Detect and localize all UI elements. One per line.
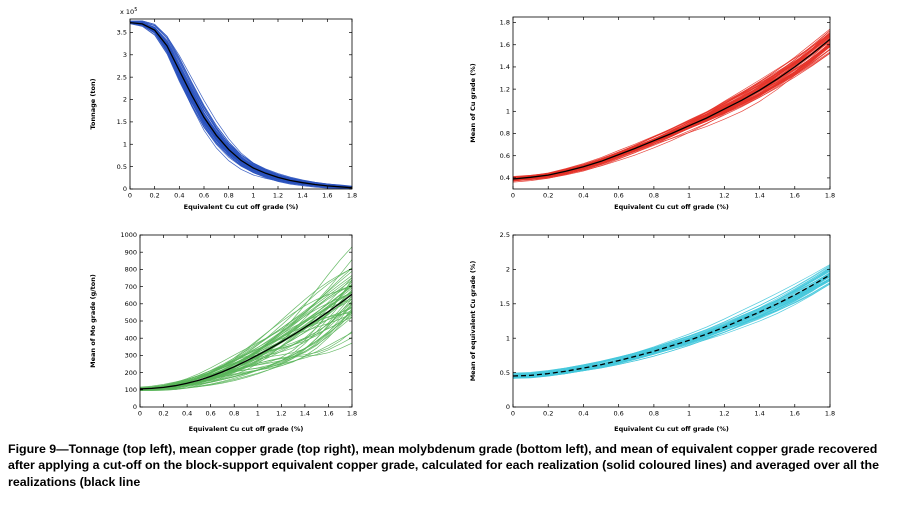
svg-text:1.8: 1.8 xyxy=(500,19,510,27)
svg-text:1: 1 xyxy=(506,108,510,116)
svg-text:0: 0 xyxy=(511,410,515,418)
svg-text:1: 1 xyxy=(506,334,510,342)
svg-text:Mean of Mo grade (g/ton): Mean of Mo grade (g/ton) xyxy=(89,274,97,368)
svg-text:1: 1 xyxy=(256,410,260,418)
svg-text:0.4: 0.4 xyxy=(500,174,510,182)
svg-text:0.5: 0.5 xyxy=(117,163,127,171)
svg-text:x 105: x 105 xyxy=(120,7,137,16)
svg-text:1.4: 1.4 xyxy=(754,192,764,200)
svg-text:Mean of equivalent Cu grade (%: Mean of equivalent Cu grade (%) xyxy=(469,261,477,382)
svg-text:0: 0 xyxy=(133,403,137,411)
svg-text:1.2: 1.2 xyxy=(719,410,729,418)
svg-text:0.6: 0.6 xyxy=(613,192,623,200)
svg-text:900: 900 xyxy=(125,248,137,256)
svg-text:1.4: 1.4 xyxy=(500,63,510,71)
svg-text:1.6: 1.6 xyxy=(500,41,510,49)
svg-text:0.8: 0.8 xyxy=(500,130,510,138)
svg-text:700: 700 xyxy=(125,283,137,291)
svg-text:1.5: 1.5 xyxy=(117,118,127,126)
svg-text:300: 300 xyxy=(125,352,137,360)
svg-text:0.6: 0.6 xyxy=(199,192,209,200)
svg-text:1000: 1000 xyxy=(120,231,137,239)
svg-text:1.8: 1.8 xyxy=(825,192,835,200)
svg-text:800: 800 xyxy=(125,266,137,274)
svg-text:0.5: 0.5 xyxy=(500,369,510,377)
svg-text:0.2: 0.2 xyxy=(158,410,168,418)
svg-text:1.8: 1.8 xyxy=(347,192,357,200)
svg-text:0.4: 0.4 xyxy=(578,192,588,200)
svg-text:500: 500 xyxy=(125,317,137,325)
svg-text:1.8: 1.8 xyxy=(347,410,357,418)
svg-text:600: 600 xyxy=(125,300,137,308)
svg-text:0.6: 0.6 xyxy=(205,410,215,418)
svg-text:3.5: 3.5 xyxy=(117,29,127,37)
tonnage-chart-svg: 0 0.2 0.4 0.6 0.8 1 1.2 1.4 1.6 1.8 0 0.5 1 1.5 2 2.5 3 3… xyxy=(89,7,357,211)
svg-text:Equivalent Cu cut off grade (%: Equivalent Cu cut off grade (%) xyxy=(184,203,299,211)
svg-text:1.6: 1.6 xyxy=(790,410,800,418)
svg-text:2.5: 2.5 xyxy=(500,231,510,239)
svg-text:1: 1 xyxy=(123,140,127,148)
svg-text:0: 0 xyxy=(123,185,127,193)
svg-text:1.2: 1.2 xyxy=(719,192,729,200)
svg-text:0.4: 0.4 xyxy=(578,410,588,418)
svg-text:100: 100 xyxy=(125,386,137,394)
svg-text:0: 0 xyxy=(511,192,515,200)
svg-text:400: 400 xyxy=(125,334,137,342)
svg-text:Equivalent Cu cut off grade (%: Equivalent Cu cut off grade (%) xyxy=(614,203,729,211)
cu-grade-chart-svg: 0 0.2 0.4 0.6 0.8 1 1.2 1.4 1.6 1.8 0.4 0.6 0.8 1 1.2 1… xyxy=(469,16,835,211)
svg-text:1.4: 1.4 xyxy=(300,410,310,418)
svg-text:1.5: 1.5 xyxy=(500,300,510,308)
svg-text:1.4: 1.4 xyxy=(754,410,764,418)
chart-cu-grade: 0 0.2 0.4 0.6 0.8 1 1.2 1.4 1.6 1.8 0.4 0.6 0.8 1 1.2 1… xyxy=(465,3,850,220)
mo-grade-chart-svg: 0 0.2 0.4 0.6 0.8 1 1.2 1.4 1.6 1.8 0 100 200 300 400 5… xyxy=(89,231,357,433)
svg-text:0.4: 0.4 xyxy=(174,192,184,200)
svg-text:0.2: 0.2 xyxy=(543,192,553,200)
svg-text:1.2: 1.2 xyxy=(276,410,286,418)
svg-text:Mean of Cu grade (%): Mean of Cu grade (%) xyxy=(469,63,477,142)
svg-text:2: 2 xyxy=(123,96,127,104)
svg-text:2.5: 2.5 xyxy=(117,73,127,81)
chart-equiv-cu-grade: 0 0.2 0.4 0.6 0.8 1 1.2 1.4 1.6 1.8 0 0.5 1 1.5 2 2.5 Eq… xyxy=(465,225,850,442)
svg-text:0.8: 0.8 xyxy=(649,192,659,200)
svg-text:2: 2 xyxy=(506,266,510,274)
svg-text:0: 0 xyxy=(506,403,510,411)
svg-text:Equivalent Cu cut off grade (%: Equivalent Cu cut off grade (%) xyxy=(614,425,729,433)
svg-text:0.4: 0.4 xyxy=(182,410,192,418)
svg-text:1.8: 1.8 xyxy=(825,410,835,418)
svg-text:1.6: 1.6 xyxy=(790,192,800,200)
svg-text:0.2: 0.2 xyxy=(149,192,159,200)
svg-text:0: 0 xyxy=(128,192,132,200)
svg-text:0.6: 0.6 xyxy=(500,152,510,160)
svg-text:Equivalent Cu cut off grade (%: Equivalent Cu cut off grade (%) xyxy=(189,425,304,433)
svg-text:0.6: 0.6 xyxy=(613,410,623,418)
equiv-cu-grade-chart-svg: 0 0.2 0.4 0.6 0.8 1 1.2 1.4 1.6 1.8 0 0.5 1 1.5 2 2.5 Eq… xyxy=(469,231,835,433)
svg-text:0.8: 0.8 xyxy=(229,410,239,418)
svg-text:3: 3 xyxy=(123,51,127,59)
figure-caption: Figure 9—Tonnage (top left), mean copper… xyxy=(8,442,879,489)
svg-text:0.2: 0.2 xyxy=(543,410,553,418)
svg-text:0: 0 xyxy=(138,410,142,418)
svg-text:1.6: 1.6 xyxy=(323,410,333,418)
svg-text:1.2: 1.2 xyxy=(273,192,283,200)
svg-text:Tonnage (ton): Tonnage (ton) xyxy=(89,78,97,129)
chart-tonnage: 0 0.2 0.4 0.6 0.8 1 1.2 1.4 1.6 1.8 0 0.5 1 1.5 2 2.5 3 3… xyxy=(85,3,370,220)
svg-text:0.8: 0.8 xyxy=(649,410,659,418)
svg-text:1: 1 xyxy=(687,410,691,418)
svg-text:1.6: 1.6 xyxy=(322,192,332,200)
svg-text:1: 1 xyxy=(251,192,255,200)
svg-text:1.4: 1.4 xyxy=(297,192,307,200)
svg-text:1.2: 1.2 xyxy=(500,85,510,93)
chart-mo-grade: 0 0.2 0.4 0.6 0.8 1 1.2 1.4 1.6 1.8 0 100 200 300 400 5… xyxy=(85,225,370,442)
svg-text:200: 200 xyxy=(125,369,137,377)
svg-text:1: 1 xyxy=(687,192,691,200)
svg-text:0.8: 0.8 xyxy=(223,192,233,200)
